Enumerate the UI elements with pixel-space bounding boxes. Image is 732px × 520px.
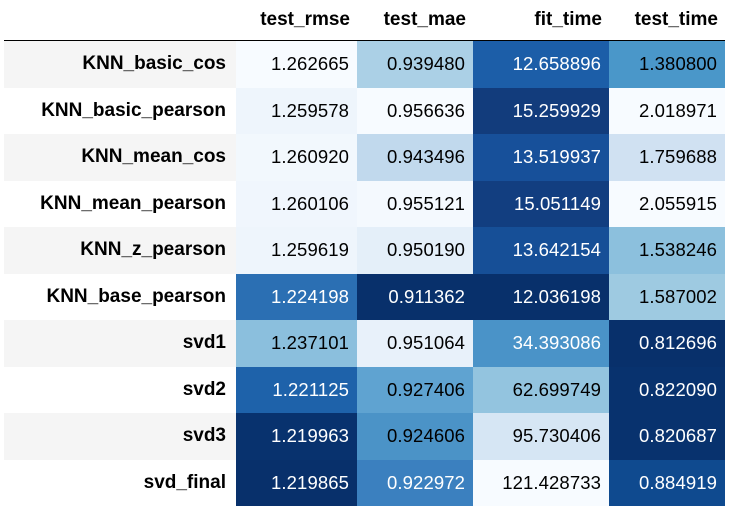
table-cell: 15.051149 xyxy=(473,180,609,227)
table-cell: 0.820687 xyxy=(609,413,725,460)
row-label: svd2 xyxy=(4,366,236,413)
table-cell: 0.922972 xyxy=(357,459,473,506)
table-cell: 13.519937 xyxy=(473,134,609,181)
table-cell: 2.018971 xyxy=(609,87,725,134)
column-header: test_mae xyxy=(357,0,473,41)
column-header: fit_time xyxy=(473,0,609,41)
column-header: test_time xyxy=(609,0,725,41)
row-label: KNN_mean_cos xyxy=(4,134,236,181)
table-cell: 0.884919 xyxy=(609,459,725,506)
table-cell: 0.955121 xyxy=(357,180,473,227)
row-label: KNN_mean_pearson xyxy=(4,180,236,227)
table-cell: 121.428733 xyxy=(473,459,609,506)
column-header: test_rmse xyxy=(236,0,357,41)
table-row: KNN_basic_cos 1.262665 0.939480 12.658896 1.… xyxy=(4,40,725,88)
table-row: svd1 1.237101 0.951064 34.393086 0.812696 xyxy=(4,320,725,367)
table-cell: 1.259578 xyxy=(236,87,357,134)
table-cell: 1.380800 xyxy=(609,40,725,88)
row-label: svd3 xyxy=(4,413,236,460)
row-label: svd_final xyxy=(4,459,236,506)
table-cell: 0.950190 xyxy=(357,227,473,274)
table-cell: 12.036198 xyxy=(473,273,609,320)
table-row: KNN_mean_cos 1.260920 0.943496 13.519937 1.7… xyxy=(4,134,725,181)
table-row: KNN_mean_pearson 1.260106 0.955121 15.05114… xyxy=(4,180,725,227)
table-row: svd3 1.219963 0.924606 95.730406 0.820687 xyxy=(4,413,725,460)
table-cell: 0.927406 xyxy=(357,366,473,413)
table-cell: 0.939480 xyxy=(357,40,473,88)
table-cell: 1.221125 xyxy=(236,366,357,413)
table-cell: 1.262665 xyxy=(236,40,357,88)
table-cell: 0.924606 xyxy=(357,413,473,460)
row-label: KNN_basic_pearson xyxy=(4,87,236,134)
table-cell: 1.259619 xyxy=(236,227,357,274)
table-cell: 1.587002 xyxy=(609,273,725,320)
table-cell: 2.055915 xyxy=(609,180,725,227)
table-cell: 1.260106 xyxy=(236,180,357,227)
table-cell: 95.730406 xyxy=(473,413,609,460)
row-label: KNN_z_pearson xyxy=(4,227,236,274)
table-cell: 1.260920 xyxy=(236,134,357,181)
results-table: test_rmse test_mae fit_time test_time KN… xyxy=(4,0,725,506)
table-row: KNN_base_pearson 1.224198 0.911362 12.03619… xyxy=(4,273,725,320)
index-header xyxy=(4,0,236,41)
table-cell: 1.538246 xyxy=(609,227,725,274)
table-row: KNN_z_pearson 1.259619 0.950190 13.642154 1.… xyxy=(4,227,725,274)
table-cell: 1.224198 xyxy=(236,273,357,320)
table-cell: 13.642154 xyxy=(473,227,609,274)
table-cell: 1.237101 xyxy=(236,320,357,367)
table-cell: 0.956636 xyxy=(357,87,473,134)
table-cell: 0.951064 xyxy=(357,320,473,367)
table-cell: 34.393086 xyxy=(473,320,609,367)
table-cell: 1.219963 xyxy=(236,413,357,460)
table-cell: 1.759688 xyxy=(609,134,725,181)
table-cell: 15.259929 xyxy=(473,87,609,134)
table-cell: 0.911362 xyxy=(357,273,473,320)
table-cell: 1.219865 xyxy=(236,459,357,506)
table-row: svd2 1.221125 0.927406 62.699749 0.822090 xyxy=(4,366,725,413)
table-cell: 0.822090 xyxy=(609,366,725,413)
header-row: test_rmse test_mae fit_time test_time xyxy=(4,0,725,41)
row-label: svd1 xyxy=(4,320,236,367)
table-cell: 0.943496 xyxy=(357,134,473,181)
table-row: svd_final 1.219865 0.922972 121.428733 0.884… xyxy=(4,459,725,506)
table-cell: 62.699749 xyxy=(473,366,609,413)
row-label: KNN_basic_cos xyxy=(4,40,236,88)
table-cell: 0.812696 xyxy=(609,320,725,367)
table-row: KNN_basic_pearson 1.259578 0.956636 15.2599… xyxy=(4,87,725,134)
table-cell: 12.658896 xyxy=(473,40,609,88)
row-label: KNN_base_pearson xyxy=(4,273,236,320)
